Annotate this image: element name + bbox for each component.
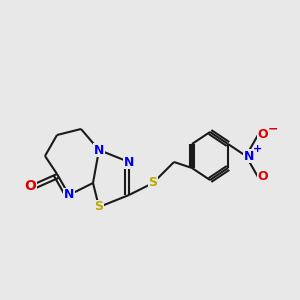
Text: −: −	[268, 122, 278, 136]
Text: S: S	[148, 176, 158, 190]
Text: N: N	[64, 188, 74, 202]
Text: O: O	[257, 128, 268, 142]
Text: +: +	[253, 143, 262, 154]
Text: S: S	[94, 200, 103, 214]
Text: N: N	[244, 149, 254, 163]
Text: N: N	[94, 143, 104, 157]
Text: O: O	[24, 179, 36, 193]
Text: O: O	[257, 170, 268, 184]
Text: N: N	[124, 155, 134, 169]
